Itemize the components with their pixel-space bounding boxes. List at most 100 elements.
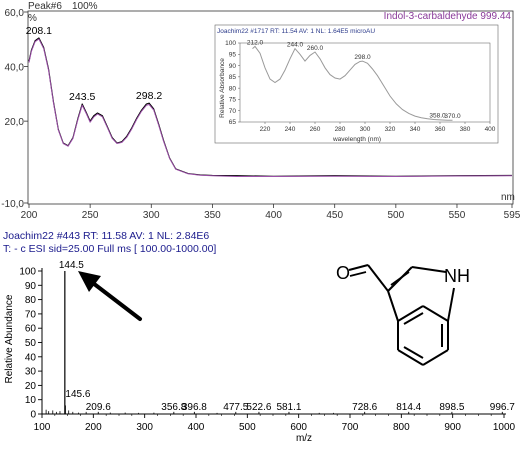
uv-peak-header: Peak#6 [28,1,62,12]
ms-peak-label: 209.6 [86,402,111,413]
ms-peak-label: 477.5 [223,402,248,413]
uv-x-unit: nm [501,192,515,203]
uv-y-unit: % [28,13,37,24]
inset-x-tick-label: 360 [435,126,446,133]
inset-x-tick-label: 220 [260,126,271,133]
uv-x-tick-label: 350 [204,210,221,221]
uv-compound-label: Indol-3-carbaldehyde 999.44 [384,11,512,22]
ms-y-tick-label: 20 [25,381,37,392]
inset-y-tick-label: 85 [229,74,237,81]
uv-peak-label: 243.5 [69,91,95,103]
inset-y-tick-label: 65 [229,119,237,126]
ms-peak-label: 356.8 [161,402,186,413]
inset-curve-line [252,45,453,121]
ms-y-tick-label: 0 [30,410,36,421]
inset-x-tick-label: 280 [335,126,346,133]
uv-x-tick-label: 595 [504,210,520,221]
inset-background [214,24,499,144]
annotation-arrow [78,271,142,321]
inset-y-tick-label: 100 [225,40,236,47]
ms-y-tick-label: 40 [25,352,37,363]
ms-y-tick-label: 30 [25,367,37,378]
ms-y-tick-label: 70 [25,309,37,320]
uv-x-tick-label: 500 [387,210,404,221]
ms-x-tick-label: 900 [444,422,461,433]
uv-curve-violet [28,38,513,177]
ms-scan-filter: T: - c ESI sid=25.00 Full ms [ 100.00-10… [3,243,216,255]
inset-curve [252,45,453,121]
ms-peak-label: 396.8 [182,402,207,413]
ms-x-tick-label: 500 [239,422,256,433]
inset-peak-label: 260.0 [307,45,324,52]
ms-y-tick-label: 50 [25,338,37,349]
oxygen-atom-label: O [336,263,350,283]
uv-y-tick-label: 60,0 [5,8,25,19]
inset-peak-label: 244.0 [287,42,304,49]
uv-spectrum-panel: Peak#6 100% % Indol-3-carbaldehyde 999.4… [1,1,520,221]
uv-peak-percent: 100% [72,1,98,12]
inset-y-tick-label: 75 [229,97,237,104]
inset-axis-ticks: 220 240 260 280 300 320 340 360 380 400 65 70 75 80 85… [225,40,496,133]
ms-x-tick-label: 100 [34,422,51,433]
mass-spectrum-panel: Joachim22 #443 RT: 11.58 AV: 1 NL: 2.84E… [3,230,516,444]
nh-group-label: NH [444,266,470,286]
uv-x-tick-label: 300 [143,210,160,221]
uv-x-tick-label: 250 [82,210,99,221]
inset-uv-panel: Joachim22 #1717 RT: 11.54 AV: 1 NL: 1.64… [214,24,499,144]
ms-y-tick-label: 80 [25,295,37,306]
ms-x-tick-label: 200 [85,422,102,433]
ms-x-tick-label: 700 [342,422,359,433]
inset-y-tick-label: 95 [229,51,237,58]
ms-y-tick-label: 10 [25,395,37,406]
ms-peak-label: 814.4 [396,402,421,413]
ms-y-tick-label: 100 [19,267,36,278]
uv-plot-frame [27,10,514,205]
indole-3-carbaldehyde-structure [348,264,455,366]
ms-x-tick-label: 600 [290,422,307,433]
ms-peak-label: 522.6 [246,402,271,413]
uv-x-tick-label: 450 [326,210,343,221]
ms-noise-peaks [45,409,334,414]
ms-y-tick-label: 90 [25,281,37,292]
ms-peak-label: 728.6 [352,402,377,413]
ms-axis-ticks: 100 200 300 400 500 600 700 800 900 1000 0 10 20 30 40… [19,267,515,434]
ms-peak-label: 898.5 [439,402,464,413]
ms-x-tick-label: 400 [188,422,205,433]
inset-peak-label: 212.0 [247,39,264,46]
uv-y-tick-label: 20,0 [5,117,25,128]
inset-x-tick-label: 300 [360,126,371,133]
ms-peak-label: 581.1 [276,402,301,413]
ms-x-tick-label: 300 [136,422,153,433]
inset-x-tick-label: 320 [385,126,396,133]
uv-axis-ticks: 200 250 300 350 400 450 500 550 595 60,0 40,0 20,0 -… [1,8,520,221]
inset-y-tick-label: 80 [229,85,237,92]
inset-x-tick-label: 240 [285,126,296,133]
uv-x-tick-label: 400 [265,210,282,221]
inset-peak-label: 298.0 [354,54,371,61]
inset-x-tick-label: 260 [310,126,321,133]
inset-y-label: Relative Absorbance [219,58,226,118]
uv-y-tick-label: 40,0 [5,63,25,74]
uv-x-tick-label: 200 [21,210,38,221]
ms-y-label: Relative Abundance [4,294,15,383]
ms-peak-label: 145.6 [65,389,90,400]
inset-y-tick-label: 90 [229,63,237,70]
uv-peak-labels: 208.1 243.5 298.2 [26,25,163,103]
ms-x-tick-label: 1000 [493,422,516,433]
uv-x-tick-label: 550 [449,210,466,221]
ms-peak-label: 996.7 [490,402,515,413]
uv-y-tick-label: -10,0 [1,199,24,210]
ms-axes [41,268,506,415]
ms-header: Joachim22 #443 RT: 11.58 AV: 1 NL: 2.84E… [3,230,209,242]
ms-labeled-peaks [64,271,503,414]
inset-x-label: wavelength (nm) [332,136,381,143]
ms-x-label: m/z [296,433,312,444]
ms-x-tick-label: 800 [393,422,410,433]
uv-peak-label: 298.2 [136,90,162,102]
inset-x-tick-label: 400 [485,126,496,133]
inset-y-tick-label: 70 [229,108,237,115]
inset-x-tick-label: 380 [460,126,471,133]
